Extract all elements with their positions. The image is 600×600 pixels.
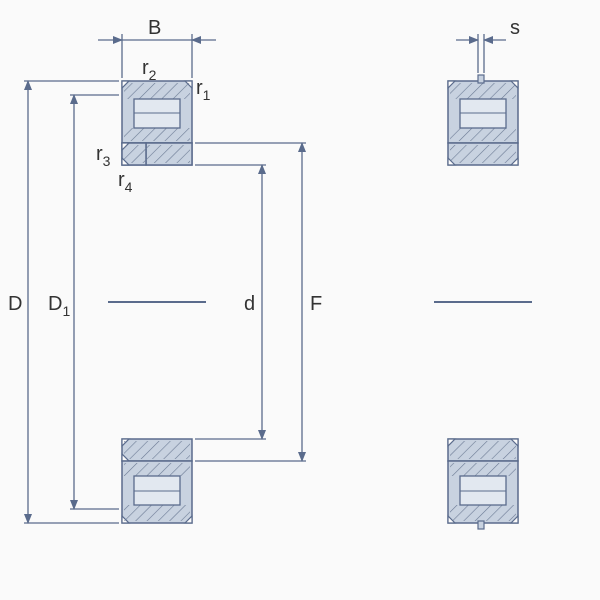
labels: B s D D1 d F r2 r1 r3 r4 xyxy=(8,17,520,319)
dim-B xyxy=(98,34,216,78)
label-r1: r1 xyxy=(196,77,211,103)
upper-inner-ring xyxy=(122,143,192,165)
bearing-diagram: B s D D1 d F r2 r1 r3 r4 xyxy=(0,0,600,600)
label-d: d xyxy=(244,293,255,315)
right-section xyxy=(434,75,532,529)
label-r3: r3 xyxy=(96,143,111,169)
lower-inner-ring xyxy=(122,439,192,461)
label-D: D xyxy=(8,293,22,315)
upper-outer-ring xyxy=(122,81,192,143)
dim-D xyxy=(24,81,119,523)
label-r2: r2 xyxy=(142,57,157,83)
label-D1: D1 xyxy=(48,293,70,319)
dim-s xyxy=(456,34,506,73)
dimensions xyxy=(24,34,506,523)
label-F: F xyxy=(310,293,322,315)
lower-outer-ring xyxy=(122,461,192,523)
label-s: s xyxy=(510,17,520,39)
label-B: B xyxy=(148,17,161,39)
label-r4: r4 xyxy=(118,169,133,195)
left-section xyxy=(108,81,206,523)
